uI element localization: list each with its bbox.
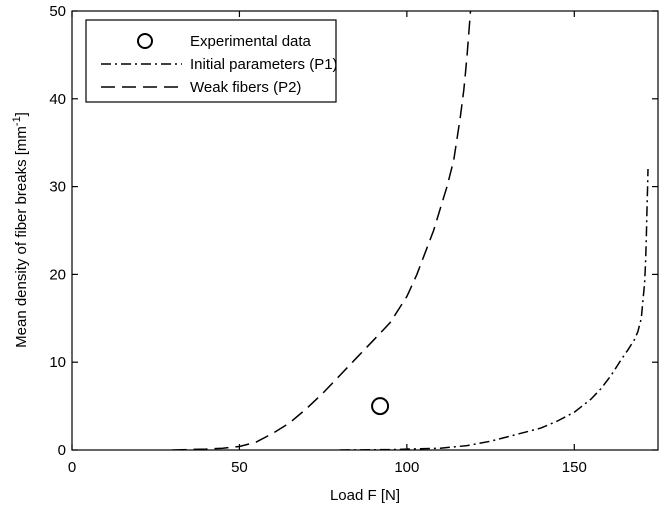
legend-box — [85, 19, 337, 103]
x-tick-label: 150 — [562, 459, 587, 476]
y-tick-label: 50 — [49, 3, 66, 20]
legend-label-p2: Weak fibers (P2) — [190, 79, 301, 96]
x-tick-label: 100 — [394, 459, 419, 476]
series-line-p2 — [172, 11, 472, 450]
y-tick-label: 30 — [49, 179, 66, 196]
series-line-p1 — [339, 168, 649, 450]
y-tick-label: 40 — [49, 91, 66, 108]
experimental-data-point — [371, 397, 390, 416]
y-tick-label: 10 — [49, 354, 66, 371]
legend-marker-experimental — [137, 33, 153, 49]
x-axis-label: Load F [N] — [330, 487, 400, 504]
y-axis-label: Mean density of fiber breaks [mm-1] — [11, 112, 30, 348]
y-tick-label: 20 — [49, 266, 66, 283]
x-tick-label: 50 — [231, 459, 248, 476]
x-tick-label: 0 — [68, 459, 76, 476]
legend-label-experimental: Experimental data — [190, 33, 312, 50]
y-axis: 0 10 20 30 40 50 — [49, 3, 658, 459]
legend: Experimental data Initial parameters (P1… — [85, 19, 338, 103]
y-tick-label: 0 — [58, 442, 66, 459]
series-layer — [172, 11, 649, 450]
x-axis: 0 50 100 150 — [68, 11, 587, 476]
y-axis-label-exponent: -1 — [11, 116, 23, 126]
legend-label-p1: Initial parameters (P1) — [190, 56, 338, 73]
